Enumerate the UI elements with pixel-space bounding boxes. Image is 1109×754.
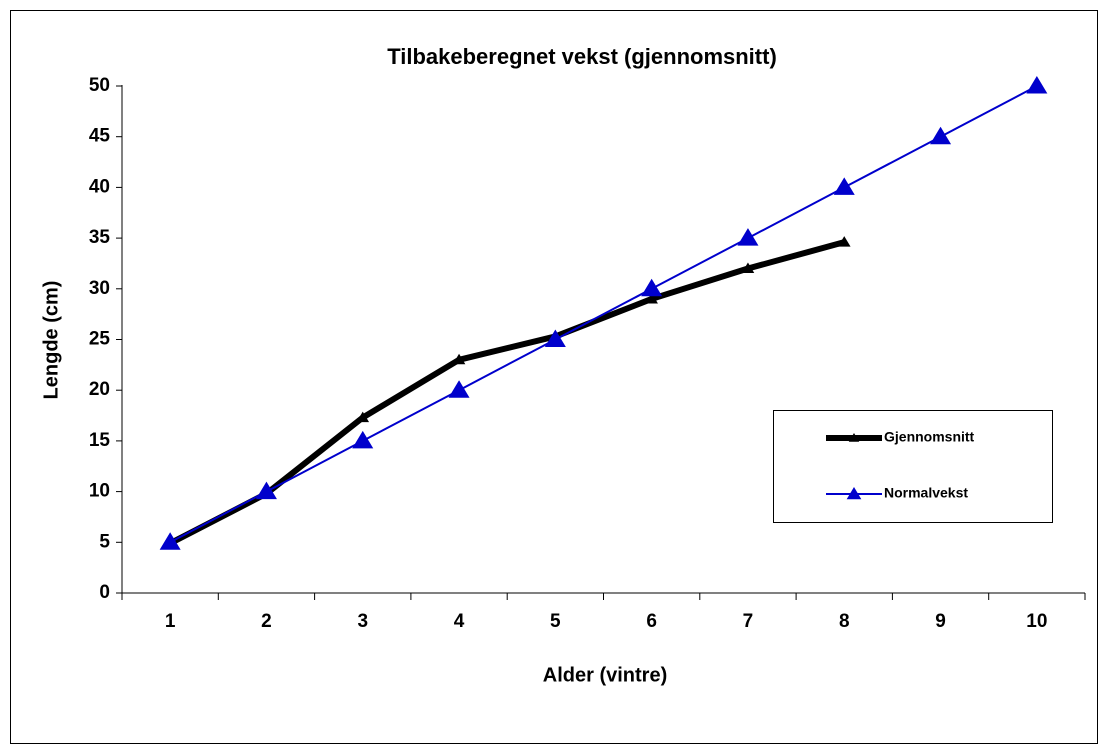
y-tick-label: 35 <box>89 227 111 248</box>
legend-marker <box>846 487 862 500</box>
marker <box>255 481 277 500</box>
marker <box>452 353 466 365</box>
x-tick-label: 1 <box>165 611 176 632</box>
marker <box>837 236 851 247</box>
marker <box>1026 76 1048 94</box>
legend-box <box>773 410 1053 523</box>
marker <box>645 292 658 304</box>
y-axis-label: Lengde (cm) <box>40 281 62 400</box>
marker <box>930 126 952 145</box>
marker <box>448 380 470 398</box>
x-tick-label: 6 <box>646 611 657 632</box>
chart-frame <box>10 10 1098 744</box>
y-tick-label: 15 <box>89 430 111 451</box>
x-tick-label: 3 <box>357 611 368 632</box>
marker <box>544 329 566 347</box>
y-tick-label: 0 <box>99 582 110 603</box>
y-tick-label: 20 <box>89 379 110 400</box>
y-tick-label: 10 <box>89 481 110 502</box>
legend-label: Normalvekst <box>884 485 968 501</box>
series-line <box>168 239 846 546</box>
marker <box>833 177 855 195</box>
x-tick-label: 7 <box>743 611 754 632</box>
y-tick-label: 50 <box>89 75 110 96</box>
x-axis-label: Alder (vintre) <box>543 664 667 686</box>
series-line <box>169 85 1038 544</box>
marker <box>741 262 755 274</box>
marker <box>356 411 370 423</box>
legend-label: Gjennomsnitt <box>884 429 975 445</box>
y-tick-label: 30 <box>89 278 110 299</box>
x-tick-label: 10 <box>1026 611 1047 632</box>
y-tick-label: 5 <box>99 531 110 552</box>
y-tick-label: 40 <box>89 176 110 197</box>
x-tick-label: 9 <box>935 611 946 632</box>
marker <box>737 228 759 246</box>
marker <box>641 278 663 297</box>
marker <box>352 430 374 449</box>
chart-title: Tilbakeberegnet vekst (gjennomsnitt) <box>387 44 777 69</box>
legend-marker <box>848 433 860 442</box>
y-tick-label: 25 <box>89 329 111 350</box>
x-tick-label: 4 <box>454 611 465 632</box>
marker <box>159 532 181 550</box>
x-tick-label: 8 <box>839 611 850 632</box>
x-tick-label: 5 <box>550 611 561 632</box>
y-tick-label: 45 <box>89 126 111 147</box>
x-tick-label: 2 <box>261 611 272 632</box>
